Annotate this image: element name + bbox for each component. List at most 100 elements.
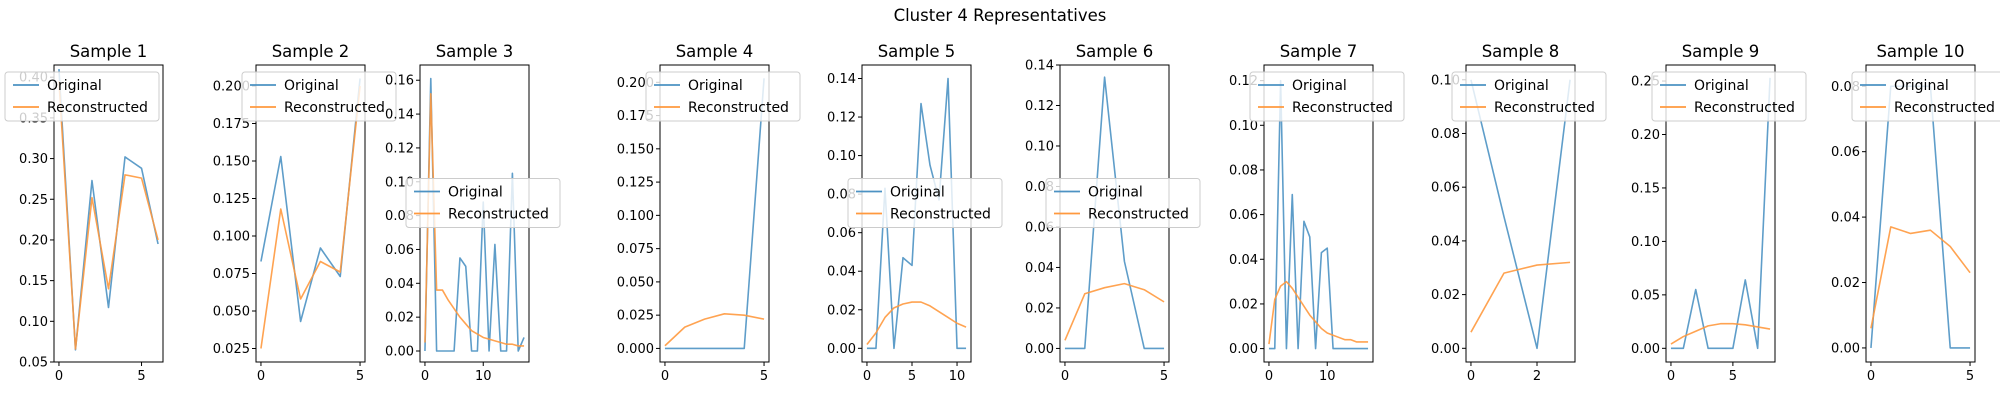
x-tick-label: 0 [1667,369,1675,384]
x-tick-label: 5 [1160,369,1168,384]
series-original-line [58,69,159,351]
y-tick-label: 0.050 [617,275,654,290]
x-tick-label: 0 [1061,369,1069,384]
x-tick-label: 0 [1467,369,1475,384]
legend-reconstructed-label: Reconstructed [890,207,991,223]
y-tick-label: 0.06 [385,243,414,258]
y-tick-label: 0.200 [213,80,250,95]
axes-frame [1865,64,1976,363]
x-tick-label: 5 [1966,369,1974,384]
y-tick-label: 0.14 [827,72,856,87]
subplot-9: Sample 90.000.050.100.150.200.250 5Origin… [1631,42,1807,384]
legend-original-label: Original [890,185,945,201]
subplot-5: Sample 50.000.020.040.060.080.100.120.14… [827,42,1003,384]
series-reconstructed-line [260,85,361,349]
subplot-3: Sample 30.000.020.040.060.080.100.120.14… [385,42,561,384]
subplot-title: Sample 7 [1280,42,1358,61]
y-tick-label: 0.04 [1831,211,1860,226]
series-reconstructed-line [1870,226,1971,329]
legend: Original Reconstructed [1851,71,2000,122]
legend-reconstructed-label: Reconstructed [1292,100,1393,116]
legend-original-label: Original [1894,78,1949,94]
x-tick-label: 10 [1319,369,1336,384]
y-tick-label: 0.125 [617,176,654,191]
legend-original-label: Original [1292,78,1347,94]
legend-reconstructed-label: Reconstructed [1494,100,1595,116]
series-reconstructed-line [1268,280,1369,345]
legend-box [1451,71,1607,122]
legend-original-label: Original [1088,185,1143,201]
x-tick-label: 0 [421,369,429,384]
y-tick-label: 0.30 [19,152,48,167]
subplot-title: Sample 5 [878,42,956,61]
legend: Original Reconstructed [1451,71,1607,122]
subplot-8: Sample 80.000.020.040.060.080.100 2Origin… [1431,42,1607,384]
axes-frame [1665,64,1776,363]
series-reconstructed-line [58,81,159,350]
y-tick-label: 0.14 [1025,59,1054,74]
legend: Original Reconstructed [4,71,160,122]
y-tick-label: 0.10 [1229,119,1258,134]
x-tick-label: 2 [1533,369,1541,384]
y-tick-label: 0.06 [1229,208,1258,223]
y-tick-label: 0.000 [617,342,654,357]
legend-original-label: Original [448,185,503,201]
y-tick-label: 0.00 [827,342,856,357]
y-tick-label: 0.16 [385,74,414,89]
legend: Original Reconstructed [1249,71,1405,122]
x-tick-label: 5 [137,369,145,384]
y-tick-label: 0.100 [213,230,250,245]
legend: Original Reconstructed [645,71,801,122]
legend-box [645,71,801,122]
y-tick-label: 0.02 [827,303,856,318]
axes-frame [659,64,770,363]
series-reconstructed-line [1064,282,1165,341]
y-tick-label: 0.04 [1229,253,1258,268]
series-reconstructed-line [1470,261,1571,333]
series-original-line [424,77,525,352]
y-tick-label: 0.12 [1025,99,1054,114]
y-tick-label: 0.12 [385,141,414,156]
legend-reconstructed-label: Reconstructed [1694,100,1795,116]
x-tick-label: 5 [1729,369,1737,384]
y-tick-label: 0.125 [213,192,250,207]
legend-original-label: Original [284,78,339,94]
y-tick-label: 0.06 [1831,145,1860,160]
series-reconstructed-line [866,301,967,345]
x-tick-label: 0 [55,369,63,384]
y-tick-label: 0.04 [1431,234,1460,249]
subplot-4: Sample 4 0.000 0.025 0.050 0.075 0.100 0.125 0.… [617,42,801,384]
subplot-7: Sample 70.000.020.040.060.080.100.120 10O… [1229,42,1405,384]
axes-frame [1263,64,1374,363]
legend-original-label: Original [1694,78,1749,94]
y-tick-label: 0.075 [213,267,250,282]
subplot-1: Sample 10.050.100.150.200.250.300.350.40… [4,42,164,384]
x-tick-label: 0 [257,369,265,384]
y-tick-label: 0.15 [1631,181,1660,196]
legend-original-label: Original [688,78,743,94]
y-tick-label: 0.25 [19,193,48,208]
legend: Original Reconstructed [1045,178,1201,228]
y-tick-label: 0.00 [1831,341,1860,356]
y-tick-label: 0.00 [1431,342,1460,357]
y-tick-label: 0.00 [1229,342,1258,357]
legend: Original Reconstructed [241,71,397,122]
series-original-line [664,78,765,350]
y-tick-label: 0.02 [1431,288,1460,303]
x-tick-label: 5 [908,369,916,384]
legend-box [4,71,160,122]
y-tick-label: 0.14 [385,108,414,123]
subplot-title: Sample 2 [272,42,350,61]
series-reconstructed-line [1670,322,1771,345]
series-original-line [1470,79,1571,350]
series-reconstructed-line [664,313,765,347]
series-reconstructed-line [424,92,525,347]
y-tick-label: 0.025 [617,309,654,324]
y-tick-label: 0.00 [1025,342,1054,357]
series-original-line [1268,79,1369,350]
y-tick-label: 0.12 [827,111,856,126]
legend-reconstructed-label: Reconstructed [284,100,385,116]
legend-original-label: Original [1494,78,1549,94]
y-tick-label: 0.10 [1631,235,1660,250]
